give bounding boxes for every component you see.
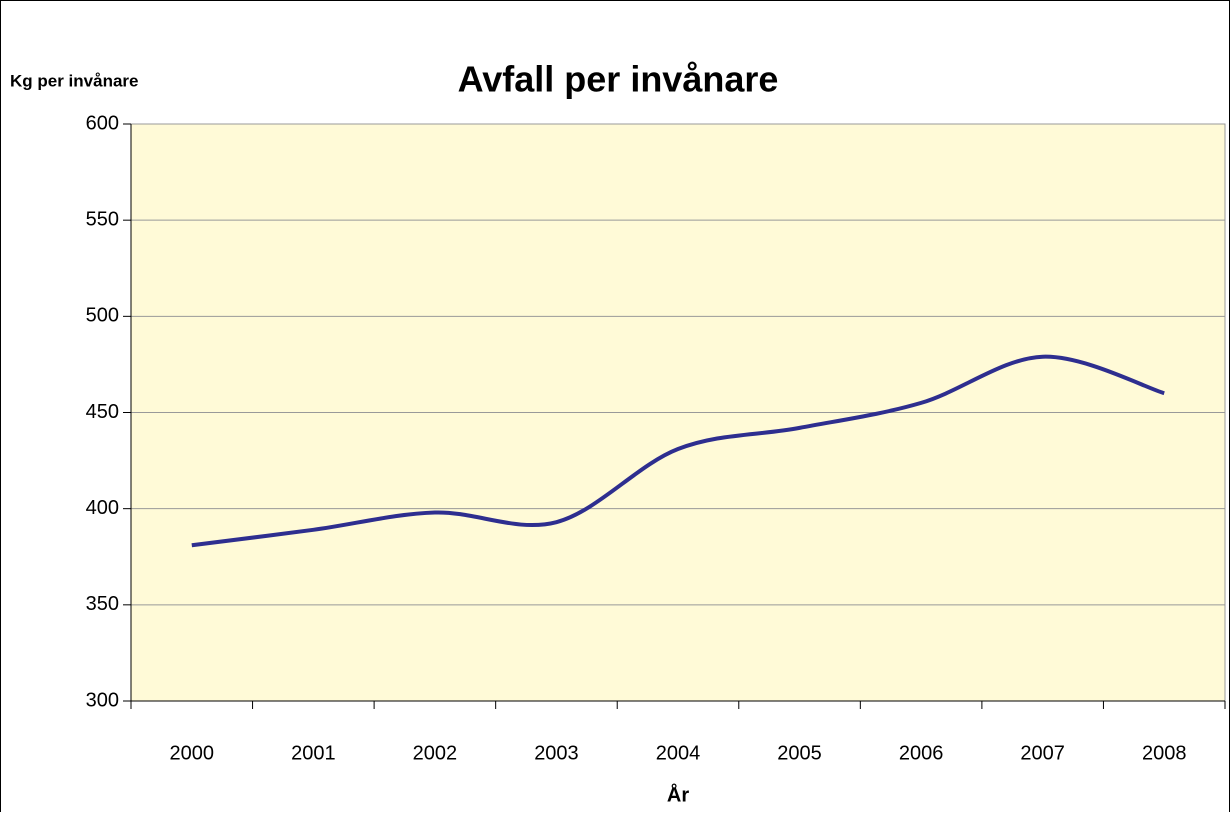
x-tick-label: 2004 <box>656 742 701 764</box>
y-tick-label: 400 <box>86 497 119 519</box>
y-tick-label: 300 <box>86 689 119 711</box>
x-tick-label: 2001 <box>291 742 336 764</box>
y-tick-label: 600 <box>86 112 119 134</box>
x-tick-label: 2005 <box>777 742 822 764</box>
y-tick-label: 500 <box>86 305 119 327</box>
x-tick-label: 2008 <box>1142 742 1187 764</box>
y-tick-label: 550 <box>86 208 119 230</box>
y-axis-label: Kg per invånare <box>10 71 139 90</box>
x-tick-label: 2002 <box>413 742 458 764</box>
x-tick-label: 2007 <box>1020 742 1065 764</box>
x-tick-label: 2006 <box>899 742 944 764</box>
y-tick-label: 450 <box>86 401 119 423</box>
y-tick-label: 350 <box>86 593 119 615</box>
x-tick-label: 2000 <box>170 742 215 764</box>
chart-title: Avfall per invånare <box>458 59 779 100</box>
x-axis-label: År <box>667 782 689 806</box>
x-tick-label: 2003 <box>534 742 579 764</box>
line <box>191 354 1165 548</box>
